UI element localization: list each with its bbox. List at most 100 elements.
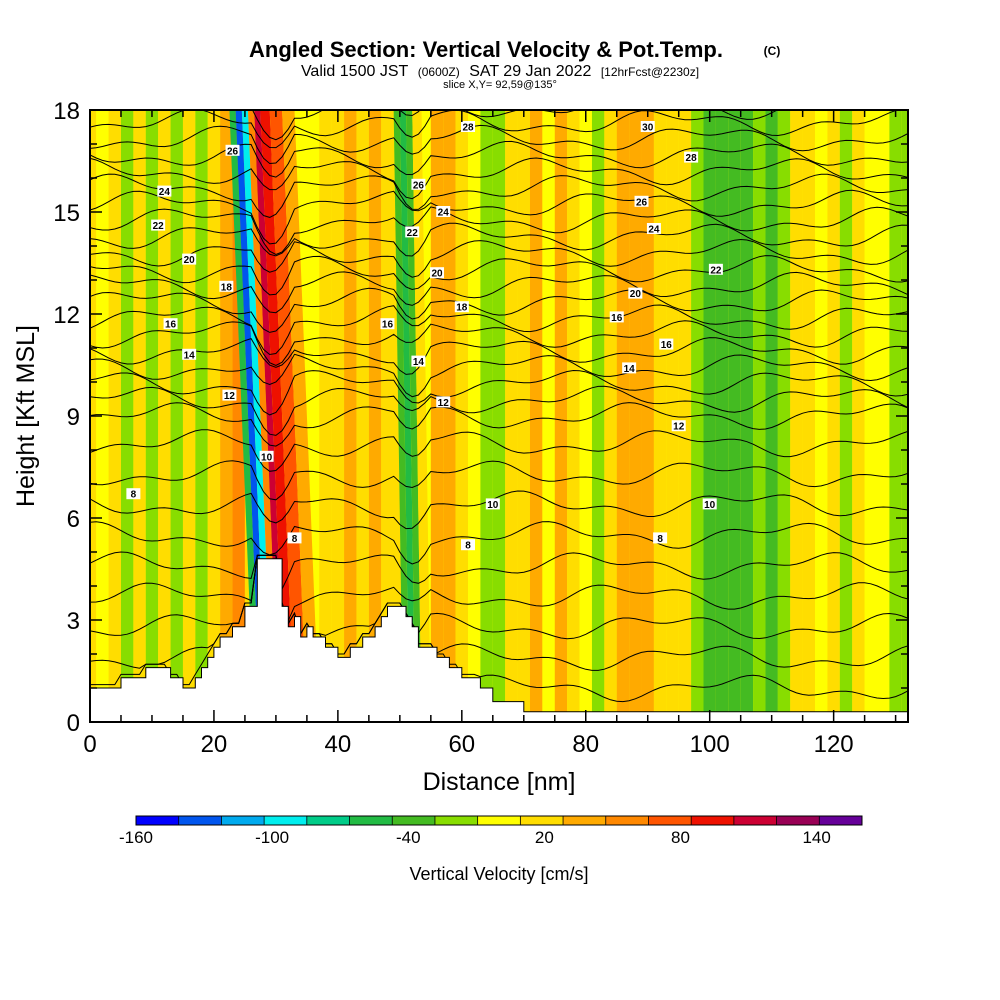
subtitle-valid: Valid 1500 JST bbox=[301, 63, 409, 80]
contour-label-bg bbox=[634, 195, 649, 207]
velocity-band bbox=[864, 110, 878, 722]
contour-label: 22 bbox=[153, 221, 165, 232]
velocity-band bbox=[579, 110, 592, 722]
theta-contour-line bbox=[90, 304, 908, 356]
contour-label-bg bbox=[259, 450, 274, 462]
contour-label-bg bbox=[219, 280, 234, 292]
y-tick-label: 3 bbox=[67, 608, 80, 635]
velocity-band bbox=[715, 110, 729, 722]
contour-label: 22 bbox=[710, 265, 722, 276]
colorbar-swatch bbox=[648, 816, 692, 825]
x-tick-label: 0 bbox=[83, 731, 96, 758]
colorbar-swatch bbox=[221, 816, 265, 825]
colorbar-swatch bbox=[136, 816, 180, 825]
x-tick-label: 60 bbox=[448, 731, 475, 758]
contour-label-bg bbox=[182, 348, 197, 360]
velocity-band bbox=[554, 110, 568, 722]
colorbar-swatch bbox=[477, 816, 521, 825]
contour-label-bg bbox=[436, 206, 451, 217]
velocity-band bbox=[753, 110, 766, 722]
theta-contour-line bbox=[90, 206, 908, 256]
contour-label-bg bbox=[436, 396, 451, 408]
subtitle-date: SAT 29 Jan 2022 bbox=[469, 63, 591, 80]
colorbar-tick-label: -40 bbox=[396, 828, 421, 847]
velocity-band bbox=[567, 110, 580, 722]
velocity-band bbox=[839, 110, 853, 722]
velocity-band bbox=[468, 110, 481, 722]
theta-contour-line bbox=[90, 320, 908, 367]
theta-contour-line bbox=[90, 189, 908, 245]
contour-label: 10 bbox=[261, 452, 273, 463]
velocity-band bbox=[229, 110, 261, 722]
contour-label: 26 bbox=[227, 146, 239, 157]
contour-label-bg bbox=[405, 226, 420, 238]
contour-label: 18 bbox=[221, 282, 233, 293]
subtitle-fcst: [12hrFcst@2230z] bbox=[601, 65, 699, 79]
velocity-band bbox=[505, 110, 518, 722]
contour-label: 26 bbox=[636, 197, 648, 208]
contour-label: 16 bbox=[661, 340, 673, 351]
x-tick-label: 100 bbox=[690, 731, 730, 758]
contour-label-bg bbox=[182, 253, 197, 265]
contour-label: 20 bbox=[431, 269, 443, 280]
theta-contour-line bbox=[90, 551, 908, 591]
colorbar-tick-label: 20 bbox=[535, 828, 554, 847]
theta-contour-line bbox=[90, 173, 908, 218]
velocity-band bbox=[443, 110, 456, 722]
velocity-band bbox=[653, 110, 667, 722]
axis-ticks: 0 20 40 60 80 100 120 0 3 6 9 12 15 18 bbox=[53, 98, 908, 758]
colorbar-label: Vertical Velocity [cm/s] bbox=[409, 864, 588, 884]
contour-label-bg bbox=[411, 178, 426, 190]
contour-label-bg bbox=[485, 498, 500, 510]
contour-label: 16 bbox=[611, 313, 623, 324]
contour-label: 14 bbox=[413, 357, 425, 368]
velocity-band bbox=[604, 110, 617, 722]
velocity-band bbox=[641, 110, 654, 722]
contour-label: 28 bbox=[686, 153, 698, 164]
contour-label-bg bbox=[163, 318, 178, 330]
chart-title-unit: (C) bbox=[764, 44, 781, 58]
theta-contour-labels: 8 10 12 14 16 18 20 22 24 26 8 8 10 12 14 16 18 20 22 24 26 2… bbox=[126, 121, 723, 552]
contour-label-bg bbox=[461, 121, 476, 132]
contour-label-bg bbox=[628, 287, 643, 299]
x-tick-label: 40 bbox=[325, 731, 352, 758]
colorbar-swatch bbox=[178, 816, 222, 825]
velocity-band bbox=[852, 110, 865, 722]
theta-contour-line bbox=[90, 554, 908, 671]
contour-label: 20 bbox=[184, 255, 196, 266]
theta-contour-line bbox=[90, 287, 908, 333]
colorbar-swatch bbox=[605, 816, 649, 825]
x-tick-label: 120 bbox=[814, 731, 854, 758]
contour-label-bg bbox=[411, 355, 426, 367]
y-tick-label: 15 bbox=[53, 200, 80, 227]
velocity-band bbox=[319, 110, 332, 722]
contour-label: 8 bbox=[657, 534, 663, 545]
velocity-band bbox=[331, 110, 345, 722]
contour-label-bg bbox=[659, 338, 674, 350]
contour-label: 22 bbox=[407, 228, 419, 239]
theta-contour-line bbox=[90, 238, 908, 278]
colorbar: -160 -100 -40 20 80 140 bbox=[119, 815, 863, 847]
velocity-band bbox=[356, 110, 369, 722]
contour-label-bg bbox=[702, 498, 717, 510]
contour-label-bg bbox=[640, 121, 655, 132]
theta-contours bbox=[90, 110, 908, 703]
velocity-band bbox=[399, 110, 416, 722]
contour-label-bg bbox=[671, 420, 686, 432]
velocity-band bbox=[412, 110, 431, 722]
contour-label-bg bbox=[454, 301, 469, 313]
colorbar-frame bbox=[135, 815, 863, 826]
velocity-band bbox=[740, 110, 754, 722]
theta-contour-line bbox=[90, 460, 908, 501]
contour-label: 16 bbox=[165, 320, 177, 331]
velocity-band bbox=[430, 110, 444, 722]
colorbar-tick-label: -100 bbox=[255, 828, 289, 847]
velocity-band bbox=[517, 110, 530, 722]
colorbar-swatch bbox=[819, 816, 863, 825]
theta-contour-line bbox=[90, 353, 908, 398]
theta-contour-line bbox=[90, 337, 908, 375]
contour-label: 26 bbox=[413, 180, 425, 191]
velocity-field bbox=[90, 110, 908, 722]
contour-label: 8 bbox=[465, 541, 471, 552]
theta-contour-line bbox=[90, 554, 908, 640]
